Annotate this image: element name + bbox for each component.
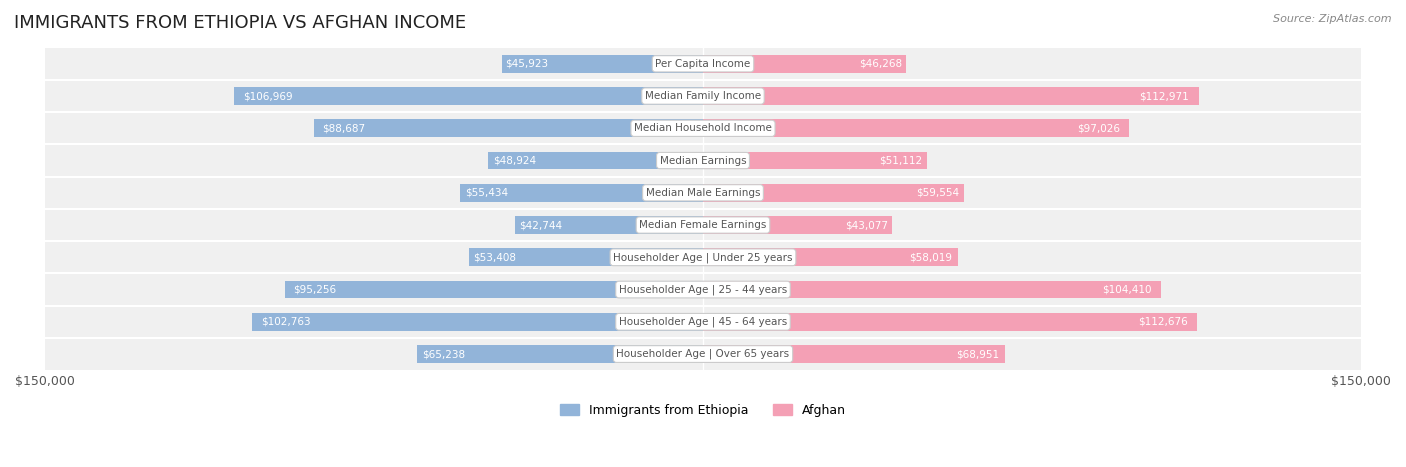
- Text: $53,408: $53,408: [474, 252, 516, 262]
- Bar: [45, 306, 1361, 338]
- Text: $48,924: $48,924: [492, 156, 536, 166]
- Bar: [703, 281, 1161, 298]
- Text: $55,434: $55,434: [464, 188, 508, 198]
- Bar: [45, 177, 1361, 209]
- Bar: [703, 216, 891, 234]
- Bar: [252, 313, 703, 331]
- Bar: [233, 87, 703, 105]
- Bar: [516, 216, 703, 234]
- Legend: Immigrants from Ethiopia, Afghan: Immigrants from Ethiopia, Afghan: [555, 399, 851, 422]
- Text: $51,112: $51,112: [880, 156, 922, 166]
- Text: Median Female Earnings: Median Female Earnings: [640, 220, 766, 230]
- Text: $112,971: $112,971: [1139, 91, 1188, 101]
- Bar: [416, 345, 703, 363]
- Text: $97,026: $97,026: [1077, 123, 1121, 133]
- Text: $58,019: $58,019: [910, 252, 952, 262]
- Bar: [703, 184, 965, 202]
- Bar: [45, 144, 1361, 177]
- Bar: [45, 80, 1361, 112]
- Text: Median Earnings: Median Earnings: [659, 156, 747, 166]
- Text: $68,951: $68,951: [956, 349, 1000, 359]
- Bar: [45, 209, 1361, 241]
- Bar: [703, 55, 905, 73]
- Bar: [703, 345, 1005, 363]
- Text: Median Male Earnings: Median Male Earnings: [645, 188, 761, 198]
- Bar: [460, 184, 703, 202]
- Bar: [45, 274, 1361, 306]
- Text: Median Family Income: Median Family Income: [645, 91, 761, 101]
- Bar: [45, 241, 1361, 274]
- Bar: [488, 152, 703, 170]
- Text: $65,238: $65,238: [423, 349, 465, 359]
- Text: Median Household Income: Median Household Income: [634, 123, 772, 133]
- Text: $45,923: $45,923: [506, 59, 548, 69]
- Text: $46,268: $46,268: [859, 59, 901, 69]
- Text: Householder Age | 45 - 64 years: Householder Age | 45 - 64 years: [619, 317, 787, 327]
- Text: $104,410: $104,410: [1102, 284, 1152, 295]
- Text: Source: ZipAtlas.com: Source: ZipAtlas.com: [1274, 14, 1392, 24]
- Text: $88,687: $88,687: [322, 123, 364, 133]
- Text: $112,676: $112,676: [1137, 317, 1188, 327]
- Text: Householder Age | Over 65 years: Householder Age | Over 65 years: [616, 349, 790, 359]
- Bar: [703, 120, 1129, 137]
- Bar: [703, 313, 1198, 331]
- Text: $102,763: $102,763: [262, 317, 311, 327]
- Text: Per Capita Income: Per Capita Income: [655, 59, 751, 69]
- Bar: [468, 248, 703, 266]
- Bar: [703, 248, 957, 266]
- Bar: [703, 152, 927, 170]
- Text: Householder Age | 25 - 44 years: Householder Age | 25 - 44 years: [619, 284, 787, 295]
- Text: $59,554: $59,554: [915, 188, 959, 198]
- Bar: [285, 281, 703, 298]
- Text: $95,256: $95,256: [294, 284, 336, 295]
- Text: IMMIGRANTS FROM ETHIOPIA VS AFGHAN INCOME: IMMIGRANTS FROM ETHIOPIA VS AFGHAN INCOM…: [14, 14, 467, 32]
- Bar: [45, 48, 1361, 80]
- Bar: [45, 112, 1361, 144]
- Text: $43,077: $43,077: [845, 220, 889, 230]
- Text: $106,969: $106,969: [243, 91, 292, 101]
- Bar: [45, 338, 1361, 370]
- Bar: [703, 87, 1198, 105]
- Text: $42,744: $42,744: [519, 220, 562, 230]
- Text: Householder Age | Under 25 years: Householder Age | Under 25 years: [613, 252, 793, 262]
- Bar: [314, 120, 703, 137]
- Bar: [502, 55, 703, 73]
